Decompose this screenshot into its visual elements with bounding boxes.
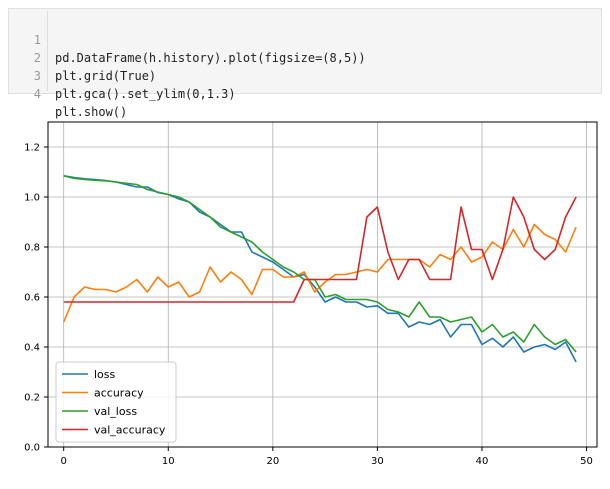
y-tick-label: 0.2 [24, 393, 40, 404]
series-line-val-loss [63, 175, 577, 353]
x-tick-label: 0 [60, 456, 66, 467]
line-number: 2 [33, 51, 41, 65]
legend-box [55, 361, 177, 443]
code-line: 2 plt.grid(True) [9, 31, 156, 83]
line-number: 1 [33, 33, 41, 47]
x-tick-label: 20 [266, 456, 279, 467]
series-line-val-accuracy [63, 196, 577, 303]
legend: loss accuracy val_loss val_accuracy [55, 361, 177, 443]
series-line-loss [63, 175, 577, 363]
line-number: 3 [33, 69, 41, 83]
code-text: plt.gca().set_ylim(0,1.3) [55, 87, 236, 101]
x-tick-label: 10 [162, 456, 175, 467]
x-tick-label: 50 [580, 456, 593, 467]
code-line: 1 pd.DataFrame(h.history).plot(figsize=(… [9, 13, 366, 65]
plot-frame [47, 121, 598, 448]
y-axis-ticks: 0.0 0.2 0.4 0.6 0.8 1.0 1.2 [24, 143, 48, 454]
code-cell[interactable]: 1 pd.DataFrame(h.history).plot(figsize=(… [8, 8, 602, 119]
y-tick-label: 0.6 [24, 293, 40, 304]
y-tick-label: 0.0 [24, 443, 40, 454]
y-tick-label: 0.4 [24, 343, 40, 354]
code-text: plt.grid(True) [55, 69, 157, 83]
output-chart: 0 10 20 30 40 50 0.0 0.2 0.4 0.6 0.8 1.0 1.2 loss ac… [24, 121, 598, 467]
legend-label: loss [94, 368, 116, 381]
y-tick-label: 1.0 [24, 193, 40, 204]
gutter-separator [47, 11, 48, 91]
code-text: pd.DataFrame(h.history).plot(figsize=(8,… [55, 51, 366, 65]
code-text: plt.show() [55, 105, 128, 119]
code-line: 3 plt.gca().set_ylim(0,1.3) [9, 49, 236, 101]
legend-label: accuracy [94, 387, 144, 400]
legend-label: val_loss [94, 405, 137, 418]
x-tick-label: 40 [476, 456, 489, 467]
y-tick-label: 1.2 [24, 143, 40, 154]
y-tick-label: 0.8 [24, 243, 40, 254]
series-lines [62, 175, 577, 363]
legend-label: val_accuracy [94, 424, 166, 437]
x-axis-ticks: 0 10 20 30 40 50 [60, 447, 593, 467]
line-number: 4 [33, 87, 41, 101]
code-line: 4 plt.show() [9, 67, 127, 119]
x-tick-label: 30 [371, 456, 384, 467]
